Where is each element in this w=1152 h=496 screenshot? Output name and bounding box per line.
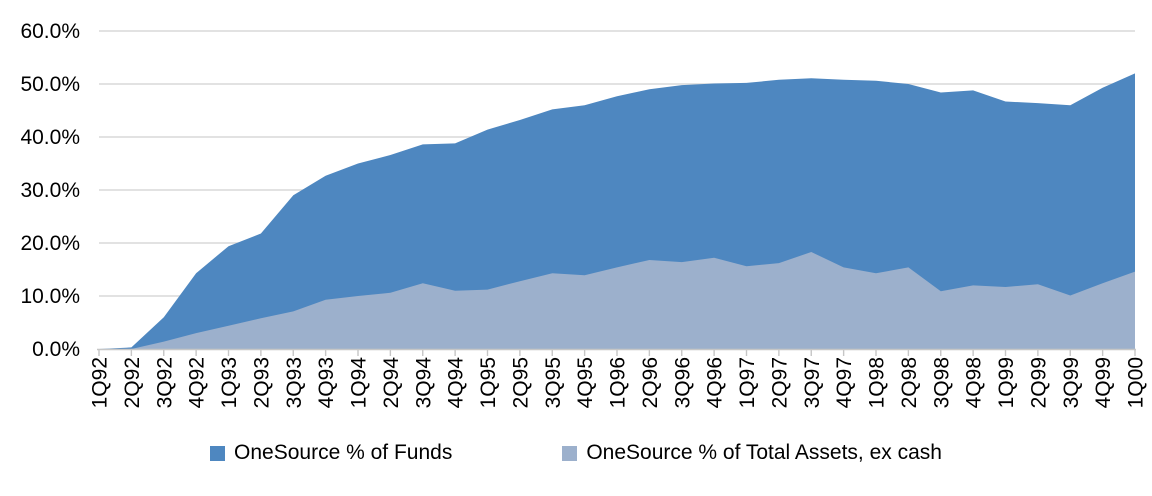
x-axis-tick-label: 2Q99: [1027, 357, 1050, 408]
x-axis-tick-label: 1Q00: [1125, 357, 1148, 408]
x-axis-tick-label: 3Q98: [930, 357, 953, 408]
x-axis-tick-label: 3Q94: [412, 357, 435, 409]
x-axis-tick-label: 3Q95: [542, 357, 565, 408]
y-axis-tick-label: 10.0%: [20, 285, 80, 308]
x-axis-tick-label: 3Q92: [153, 357, 176, 408]
x-axis-tick-label: 4Q94: [445, 357, 468, 409]
y-axis-tick-label: 30.0%: [20, 179, 80, 202]
x-axis-tick-label: 3Q93: [283, 357, 306, 408]
y-axis-tick-label: 40.0%: [20, 126, 80, 149]
x-axis-tick-label: 4Q98: [963, 357, 986, 408]
x-axis-tick-label: 2Q95: [509, 357, 532, 408]
x-axis-tick-label: 3Q97: [801, 357, 824, 408]
y-axis-tick-label: 20.0%: [20, 232, 80, 255]
x-axis-tick-label: 1Q95: [477, 357, 500, 408]
plot-area: 0.0% 10.0% 20.0% 30.0% 40.0% 50.0% 60.0% 1Q92 2Q…: [20, 20, 1148, 409]
x-axis-tick-label: 4Q93: [315, 357, 338, 408]
legend-swatch-assets: [562, 445, 578, 461]
x-axis-tick-label: 1Q92: [89, 357, 112, 408]
x-axis-tick-label: 2Q96: [639, 357, 662, 408]
x-axis-tick-label: 2Q97: [768, 357, 791, 408]
x-axis-tick-label: 1Q97: [736, 357, 759, 408]
legend-label-funds: OneSource % of Funds: [234, 441, 453, 464]
legend-label-assets: OneSource % of Total Assets, ex cash: [586, 441, 942, 464]
x-axis-tick-label: 4Q99: [1092, 357, 1115, 408]
x-axis-tick-label: 4Q97: [833, 357, 856, 408]
legend-entry-funds: OneSource % of Funds: [210, 441, 452, 465]
y-axis-tick-label: 50.0%: [20, 73, 80, 96]
x-axis-tick-label: 1Q94: [348, 357, 371, 409]
x-axis-tick-label: 2Q93: [250, 357, 273, 408]
x-axis-tick-label: 4Q92: [186, 357, 209, 408]
x-axis-tick-label: 3Q99: [1060, 357, 1083, 408]
y-axis-tick-label: 0.0%: [32, 338, 80, 361]
legend-swatch-funds: [210, 445, 226, 461]
legend-entry-assets: OneSource % of Total Assets, ex cash: [562, 441, 942, 465]
y-axis-tick-label: 60.0%: [20, 20, 80, 43]
x-axis-tick-label: 4Q96: [704, 357, 727, 408]
x-axis-tick-label: 1Q99: [995, 357, 1018, 408]
legend: OneSource % of Funds OneSource % of Tota…: [0, 441, 1152, 465]
x-axis-tick-label: 1Q98: [866, 357, 889, 408]
area-assets: [99, 252, 1135, 349]
x-axis-tick-label: 4Q95: [574, 357, 597, 408]
x-axis-tick-label: 2Q94: [380, 357, 403, 409]
x-axis-tick-label: 1Q96: [607, 357, 630, 408]
x-axis-tick-label: 3Q96: [671, 357, 694, 408]
x-axis-tick-label: 1Q93: [218, 357, 241, 408]
x-axis-tick-label: 2Q92: [121, 357, 144, 408]
x-axis-tick-label: 2Q98: [898, 357, 921, 408]
